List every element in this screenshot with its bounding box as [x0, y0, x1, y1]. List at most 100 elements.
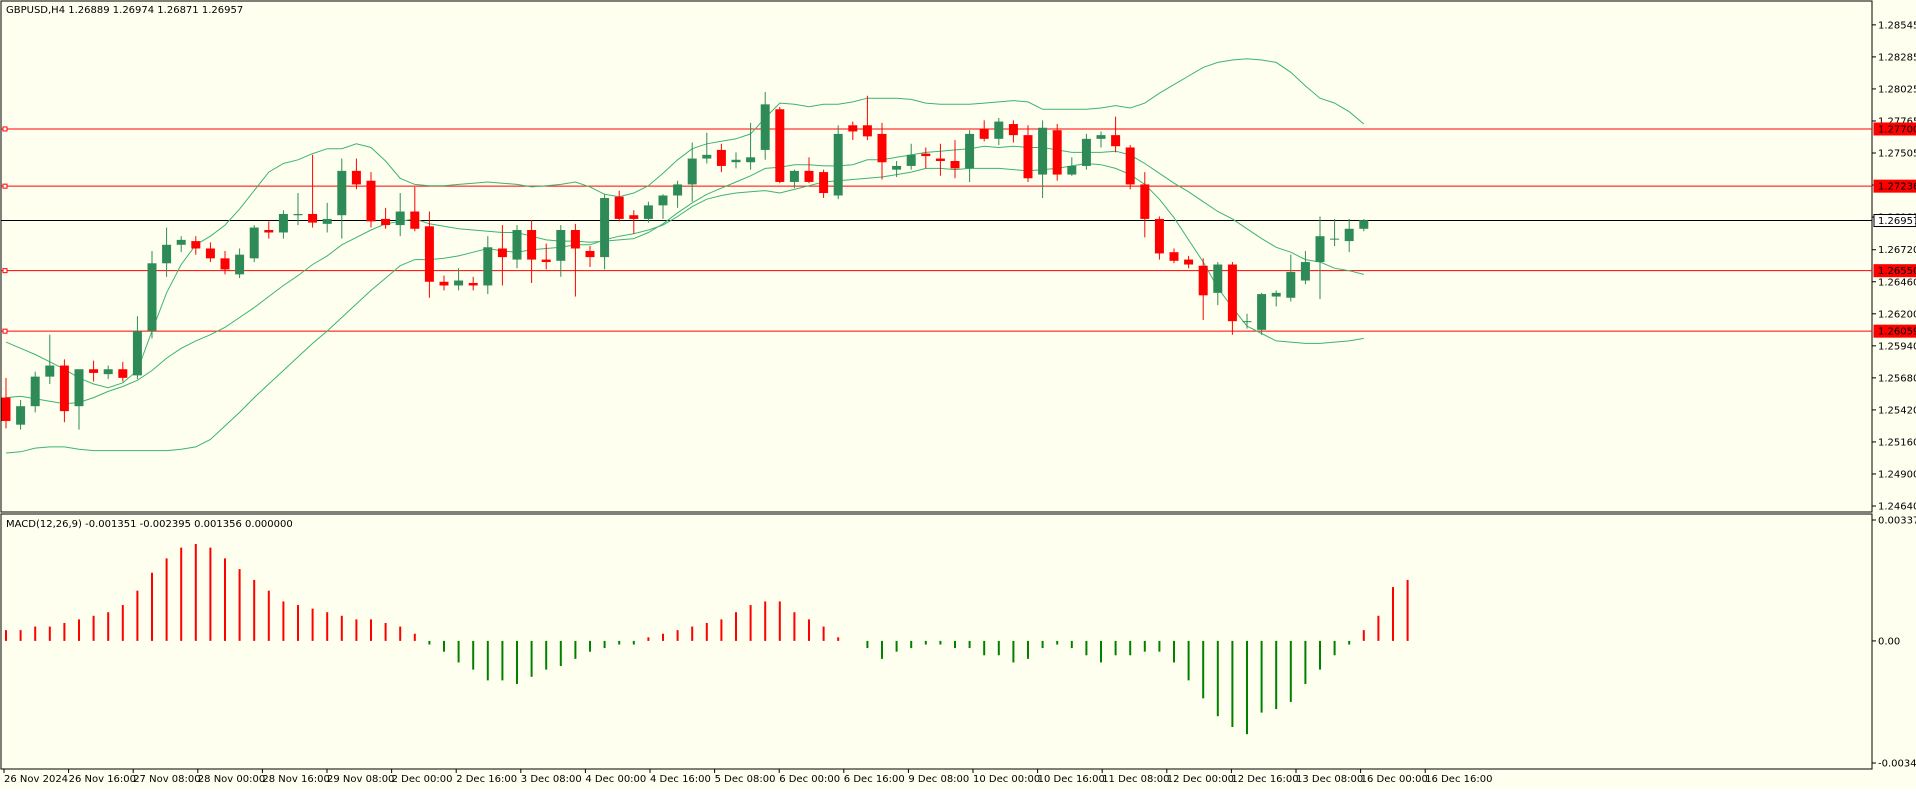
bear-candle [1227, 264, 1237, 322]
bull-candle [293, 213, 303, 216]
time-axis-label: 6 Dec 16:00 [844, 774, 905, 785]
bear-candle [366, 180, 376, 222]
bear-candle [118, 369, 128, 378]
level-price-label: 1.26550 [1878, 266, 1916, 277]
bull-candle [600, 197, 610, 258]
time-axis-label: 4 Dec 00:00 [585, 774, 646, 785]
macd-axis-label: 0.00 [1878, 636, 1900, 647]
time-axis-label: 3 Dec 08:00 [521, 774, 582, 785]
level-anchor-marker [2, 183, 8, 189]
bull-candle [235, 254, 245, 275]
bear-candle [1, 397, 11, 421]
price-axis-label: 1.25940 [1878, 341, 1916, 352]
bollinger-upper-band [5, 58, 1365, 389]
bear-candle [410, 211, 420, 229]
bear-candle [220, 258, 230, 270]
bear-candle [877, 133, 887, 163]
bear-candle [862, 125, 872, 137]
bull-candle [1213, 264, 1223, 293]
bull-candle [395, 211, 405, 226]
bear-candle [89, 369, 99, 373]
bear-candle [629, 215, 639, 219]
bull-candle [454, 280, 464, 286]
bull-candle [994, 121, 1004, 139]
bear-candle [848, 125, 858, 132]
bull-candle [687, 158, 697, 185]
level-price-tag [1873, 179, 1916, 193]
bull-candle [322, 218, 332, 224]
level-anchor-marker [2, 126, 8, 132]
time-axis-label: 28 Nov 00:00 [198, 774, 265, 785]
bull-candle [103, 369, 113, 375]
bull-candle [249, 227, 259, 259]
bull-candle [892, 165, 902, 170]
time-axis-label: 26 Nov 2024 [4, 774, 68, 785]
time-axis-label: 16 Dec 16:00 [1425, 774, 1492, 785]
bear-candle [1008, 124, 1018, 136]
level-price-label: 1.27236 [1878, 182, 1916, 193]
price-axis-label: 1.26720 [1878, 245, 1916, 256]
price-axis-label: 1.25680 [1878, 373, 1916, 384]
price-axis-label: 1.27505 [1878, 149, 1916, 160]
bull-candle [1300, 262, 1310, 281]
bull-candle [1271, 292, 1281, 297]
bull-candle [789, 170, 799, 182]
price-axis-label: 1.25420 [1878, 405, 1916, 416]
price-axis-label: 1.26200 [1878, 309, 1916, 320]
bear-candle [570, 230, 580, 249]
bear-candle [614, 196, 624, 219]
time-axis-label: 13 Dec 08:00 [1296, 774, 1363, 785]
bull-candle [1096, 135, 1106, 139]
time-axis-label: 9 Dec 08:00 [908, 774, 969, 785]
bear-candle [716, 149, 726, 166]
time-axis-label: 27 Nov 08:00 [133, 774, 200, 785]
price-axis-label: 1.24900 [1878, 469, 1916, 480]
price-panel-frame [0, 0, 1873, 513]
symbol-info-label: GBPUSD,H4 1.26889 1.26974 1.26871 1.2695… [6, 5, 243, 16]
bull-candle [965, 133, 975, 169]
bear-candle [585, 250, 595, 258]
bear-candle [59, 365, 69, 412]
level-price-tag [1873, 122, 1916, 136]
bull-candle [1038, 127, 1048, 175]
bear-candle [439, 281, 449, 286]
bull-candle [731, 159, 741, 163]
price-panel: 1.28545 1.28285 1.28025 1.27765 1.27505 1.272… [0, 0, 1916, 513]
bear-candle [1111, 135, 1121, 147]
level-price-tag [1873, 324, 1916, 338]
bear-candle [819, 172, 829, 194]
bull-candle [906, 154, 916, 166]
bear-candle [351, 170, 361, 185]
bull-candle [833, 133, 843, 196]
time-axis-label: 11 Dec 08:00 [1102, 774, 1169, 785]
bear-candle [541, 259, 551, 263]
time-axis-label: 2 Dec 00:00 [392, 774, 453, 785]
bear-candle [950, 161, 960, 169]
bear-candle [527, 230, 537, 260]
level-price-label: 1.26059 [1878, 327, 1916, 338]
time-axis-label: 12 Dec 16:00 [1231, 774, 1298, 785]
bull-candle [1330, 238, 1340, 240]
bull-candle [74, 369, 84, 407]
level-price-label: 1.26957 [1878, 216, 1916, 227]
macd-axis-label: -0.003403 [1878, 759, 1916, 770]
bear-candle [205, 248, 215, 259]
price-axis-label: 1.26460 [1878, 277, 1916, 288]
time-axis-label: 12 Dec 00:00 [1167, 774, 1234, 785]
bull-candle [643, 205, 653, 219]
bear-candle [935, 158, 945, 162]
bull-candle [1067, 165, 1077, 175]
macd-axis-label: 0.00337 [1878, 516, 1916, 527]
bear-candle [775, 109, 785, 182]
bear-candle [1125, 147, 1135, 185]
bear-candle [468, 282, 478, 286]
level-price-tag [1873, 264, 1916, 278]
bear-candle [979, 128, 989, 139]
time-axis-label: 4 Dec 16:00 [650, 774, 711, 785]
bear-candle [424, 226, 434, 282]
bull-candle [337, 170, 347, 216]
time-axis-label: 6 Dec 00:00 [779, 774, 840, 785]
time-axis-label: 10 Dec 16:00 [1038, 774, 1105, 785]
bear-candle [1154, 218, 1164, 254]
